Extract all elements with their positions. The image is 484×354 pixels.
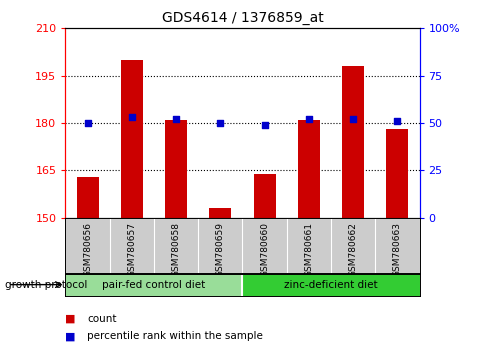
Text: GSM780657: GSM780657 xyxy=(127,222,136,277)
Bar xyxy=(253,173,275,218)
Text: percentile rank within the sample: percentile rank within the sample xyxy=(87,331,263,341)
Bar xyxy=(209,208,231,218)
Bar xyxy=(65,274,242,296)
Text: ■: ■ xyxy=(65,331,76,341)
Bar xyxy=(165,120,187,218)
Text: count: count xyxy=(87,314,117,324)
Bar xyxy=(341,66,363,218)
Point xyxy=(216,120,224,126)
Point xyxy=(84,120,91,126)
Point xyxy=(348,116,356,122)
Bar xyxy=(297,120,319,218)
Point xyxy=(260,122,268,128)
Text: GSM780658: GSM780658 xyxy=(171,222,180,277)
Text: growth protocol: growth protocol xyxy=(5,280,87,290)
Text: GSM780663: GSM780663 xyxy=(392,222,401,277)
Bar xyxy=(386,129,408,218)
Text: GSM780662: GSM780662 xyxy=(348,222,357,277)
Text: GSM780659: GSM780659 xyxy=(215,222,225,277)
Title: GDS4614 / 1376859_at: GDS4614 / 1376859_at xyxy=(161,11,323,24)
Text: ■: ■ xyxy=(65,314,76,324)
Text: pair-fed control diet: pair-fed control diet xyxy=(102,280,205,290)
Text: zinc-deficient diet: zinc-deficient diet xyxy=(284,280,377,290)
Text: GSM780656: GSM780656 xyxy=(83,222,92,277)
Bar xyxy=(76,177,98,218)
Bar xyxy=(121,60,143,218)
Text: GSM780660: GSM780660 xyxy=(259,222,269,277)
Point xyxy=(393,118,400,124)
Point xyxy=(172,116,180,122)
Bar xyxy=(242,274,419,296)
Point xyxy=(128,114,136,120)
Point xyxy=(304,116,312,122)
Text: GSM780661: GSM780661 xyxy=(304,222,313,277)
